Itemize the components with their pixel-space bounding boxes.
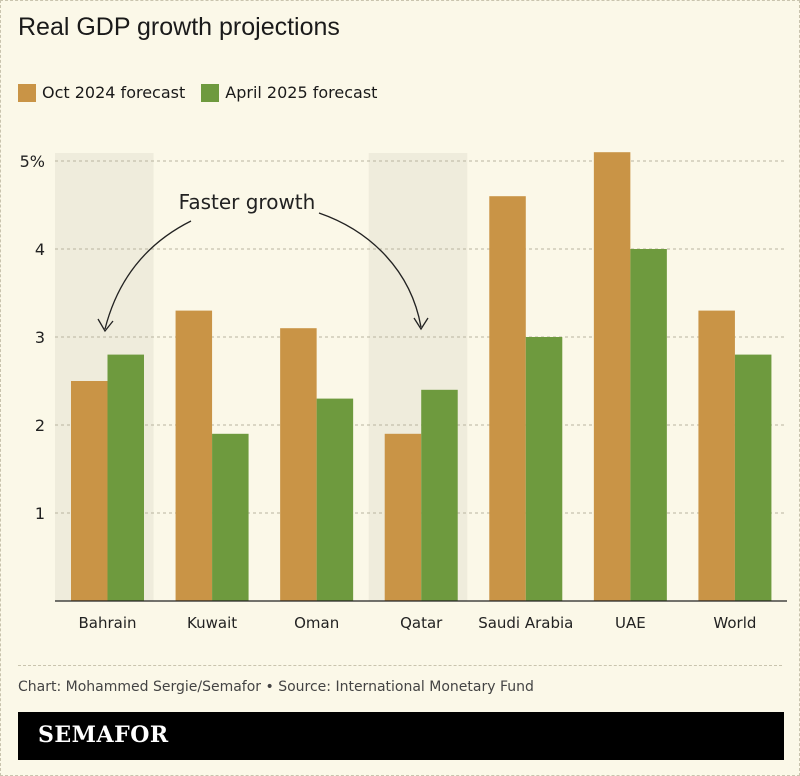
legend-label-oct: Oct 2024 forecast (42, 83, 186, 102)
bar-april (107, 354, 144, 601)
bar-april (734, 354, 772, 601)
bar-chart: 1 2 3 4 5% Bahrain Kuwait Oman Qatar Saudi Arabia… (20, 152, 787, 632)
y-tick-label: 2 (35, 416, 45, 435)
y-tick-label: 5% (20, 152, 45, 171)
y-tick-label: 3 (35, 328, 45, 347)
x-tick-label: Bahrain (78, 614, 136, 632)
annotation-text: Faster growth (179, 190, 316, 214)
x-tick-label: Kuwait (187, 614, 237, 632)
legend-label-april: April 2025 forecast (225, 83, 378, 102)
legend-item-oct: Oct 2024 forecast (18, 83, 185, 102)
annotation-arrow-right (318, 212, 422, 328)
semafor-logo: SEMAFOR (38, 722, 169, 748)
x-tick-label: Qatar (400, 614, 443, 632)
footer-bar: SEMAFOR (18, 712, 784, 760)
bar-oct (698, 310, 735, 601)
y-tick-label: 1 (35, 504, 45, 523)
x-tick-label: World (713, 614, 756, 632)
bar-oct (71, 381, 108, 601)
bar-april (630, 249, 667, 601)
bar-april (212, 433, 249, 601)
legend-item-april: April 2025 forecast (201, 83, 377, 102)
bar-oct (489, 196, 526, 601)
bar-oct (175, 310, 213, 601)
source-note: Chart: Mohammed Sergie/Semafor • Source:… (18, 679, 534, 695)
y-tick-label: 4 (35, 240, 45, 259)
legend-swatch-april (201, 83, 220, 102)
bar-oct (593, 152, 631, 601)
bar-april (316, 398, 354, 601)
x-tick-label: UAE (615, 614, 646, 632)
legend: Oct 2024 forecast April 2025 forecast (18, 83, 393, 102)
legend-swatch-oct (18, 83, 36, 102)
x-tick-label: Oman (294, 614, 339, 632)
arrowhead-icon (97, 318, 114, 333)
divider (18, 665, 782, 666)
bar-oct (384, 433, 422, 601)
bar-april (525, 337, 563, 601)
arrowhead-icon (413, 317, 429, 331)
chart-title: Real GDP growth projections (18, 13, 340, 41)
bar-oct (280, 328, 317, 601)
bar-april (421, 389, 458, 601)
x-tick-label: Saudi Arabia (478, 614, 573, 632)
annotation-arrow-left (104, 220, 192, 330)
